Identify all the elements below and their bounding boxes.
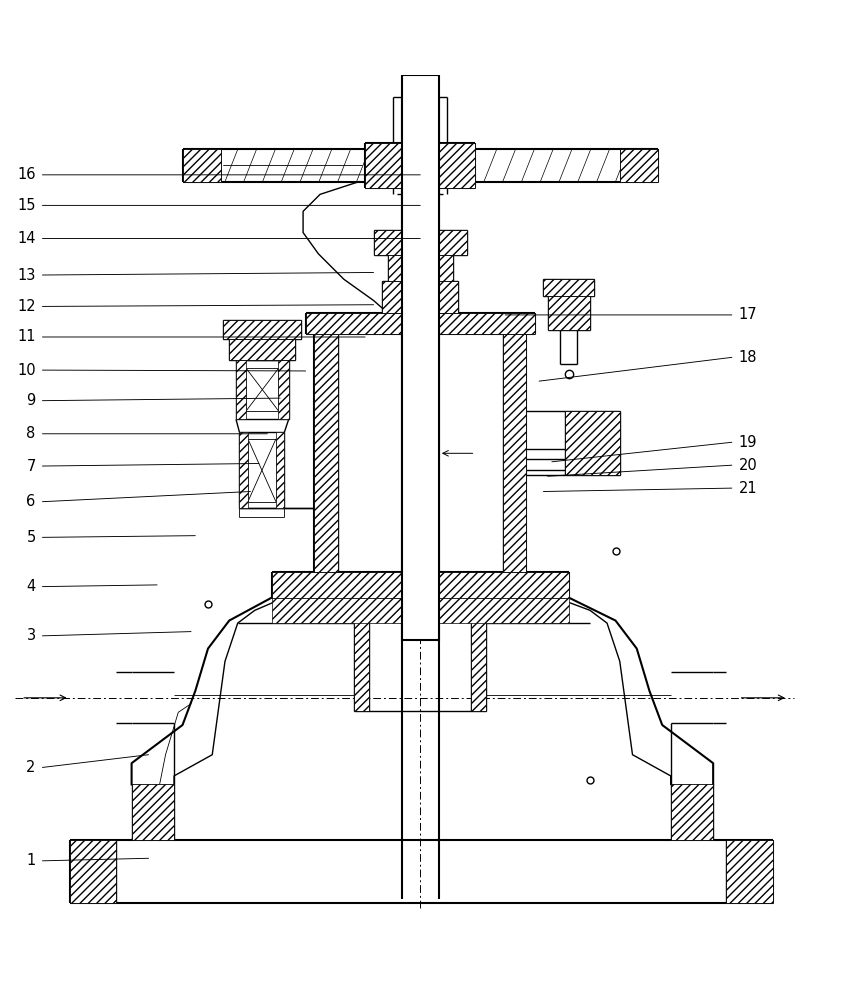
Bar xyxy=(503,334,526,572)
Bar xyxy=(314,334,338,572)
Text: 15: 15 xyxy=(17,198,36,213)
Text: 8: 8 xyxy=(26,426,36,441)
Text: 18: 18 xyxy=(739,350,757,365)
Bar xyxy=(620,149,658,182)
Text: 14: 14 xyxy=(17,231,36,246)
Bar xyxy=(365,143,475,188)
Text: 9: 9 xyxy=(26,393,36,408)
Bar xyxy=(374,230,467,255)
Text: 13: 13 xyxy=(17,268,36,283)
Bar xyxy=(70,840,116,903)
Bar xyxy=(548,296,590,330)
Text: 4: 4 xyxy=(26,579,36,594)
Bar xyxy=(272,598,569,623)
Bar xyxy=(236,360,289,419)
Bar xyxy=(565,411,620,475)
Bar xyxy=(239,432,284,508)
Bar xyxy=(236,360,246,419)
Bar xyxy=(276,432,284,508)
Text: 19: 19 xyxy=(739,435,757,450)
Text: 21: 21 xyxy=(739,481,757,496)
Bar xyxy=(354,598,486,610)
Bar xyxy=(183,149,221,182)
Bar xyxy=(239,432,248,508)
Text: 5: 5 xyxy=(26,530,36,545)
Text: 16: 16 xyxy=(17,167,36,182)
Text: 1: 1 xyxy=(26,853,36,868)
Bar xyxy=(388,255,453,281)
Bar xyxy=(229,339,295,360)
Bar xyxy=(354,598,369,711)
Text: 20: 20 xyxy=(739,458,757,473)
Bar xyxy=(471,598,486,711)
Text: 2: 2 xyxy=(26,760,36,775)
Text: 17: 17 xyxy=(739,307,757,322)
Text: 11: 11 xyxy=(17,329,36,344)
Bar xyxy=(132,784,174,840)
Text: 6: 6 xyxy=(26,494,36,509)
Bar xyxy=(223,320,301,339)
Bar xyxy=(306,313,535,334)
Bar xyxy=(278,360,289,419)
Bar xyxy=(382,281,458,313)
Bar xyxy=(543,279,594,296)
Bar xyxy=(402,75,439,640)
Text: 10: 10 xyxy=(17,363,36,378)
Bar xyxy=(726,840,773,903)
Bar xyxy=(272,572,569,598)
Text: 12: 12 xyxy=(17,299,36,314)
Text: 7: 7 xyxy=(26,459,36,474)
Bar xyxy=(671,784,713,840)
Text: 3: 3 xyxy=(26,628,36,643)
